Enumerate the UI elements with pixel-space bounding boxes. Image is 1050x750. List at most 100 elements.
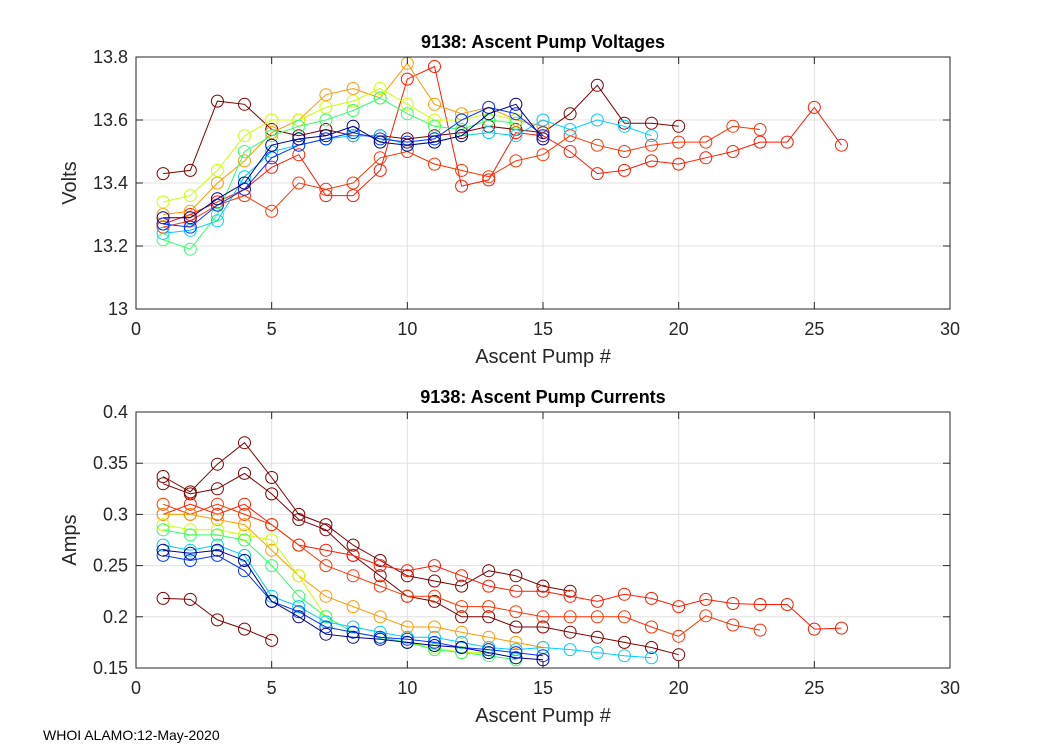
series-point: [156, 233, 170, 247]
series-point: [428, 60, 441, 73]
series-point: [482, 107, 496, 121]
series-point: [563, 643, 577, 657]
series-point: [428, 559, 441, 573]
series-point: [400, 589, 414, 603]
y-tick-label: 0.2: [103, 607, 128, 627]
series-point: [726, 145, 740, 158]
series-point: [455, 129, 469, 143]
series-line-cyan: [163, 544, 652, 659]
series-point: [699, 151, 713, 165]
series-point: [835, 138, 848, 152]
series-point: [400, 632, 414, 646]
series-point: [373, 632, 387, 646]
series-point: [156, 477, 170, 491]
series-point: [428, 589, 441, 603]
series-point: [672, 119, 686, 133]
series-point: [319, 610, 333, 624]
series-point: [238, 466, 251, 480]
series-point: [319, 543, 333, 557]
series-point: [292, 605, 306, 619]
series-point: [400, 569, 414, 583]
series-point: [373, 163, 387, 177]
series-point: [645, 129, 658, 143]
series-point: [210, 538, 224, 552]
series-point: [807, 100, 821, 114]
series-point: [319, 523, 333, 537]
series-point: [265, 533, 279, 547]
series-point: [590, 113, 604, 127]
series-point: [319, 129, 333, 143]
series-point: [319, 182, 333, 196]
y-tick-label: 0.4: [103, 402, 128, 422]
series-point: [509, 129, 523, 143]
series-point: [346, 129, 360, 143]
series-point: [156, 548, 170, 562]
series-point: [699, 592, 713, 606]
x-tick-label: 10: [397, 678, 417, 698]
series-point: [265, 151, 279, 165]
series-point: [346, 94, 360, 108]
series-point: [509, 643, 523, 657]
series-point: [346, 538, 360, 552]
series-point: [210, 94, 224, 108]
series-point: [617, 119, 631, 133]
series-point: [210, 528, 224, 542]
series-point: [617, 145, 631, 158]
x-tick-label: 10: [397, 319, 417, 339]
series-point: [563, 107, 577, 121]
series-point: [455, 600, 469, 614]
series-line-late-dark-blue: [163, 103, 544, 219]
series-point: [210, 457, 224, 471]
series-point: [238, 533, 251, 547]
series-point: [428, 119, 441, 133]
series-point: [210, 513, 224, 526]
y-tick-label: 0.3: [103, 504, 128, 524]
y-tick-label: 13.8: [93, 47, 128, 67]
series-point: [238, 154, 251, 168]
y-tick-label: 13: [108, 299, 128, 319]
series-point: [292, 600, 306, 614]
series-point: [156, 497, 170, 511]
series-point: [346, 569, 360, 583]
series-point: [156, 523, 170, 537]
series-point: [156, 538, 170, 552]
series-point: [183, 523, 197, 537]
series-point: [563, 145, 577, 158]
series-point: [373, 151, 387, 165]
series-point: [210, 523, 224, 537]
series-point: [238, 497, 251, 511]
series-point: [292, 610, 306, 624]
series-point: [563, 123, 577, 136]
series-point: [617, 163, 631, 177]
x-tick-label: 25: [804, 319, 824, 339]
series-point: [780, 135, 794, 149]
series-point: [509, 154, 523, 168]
series-point: [319, 132, 333, 146]
series-point: [373, 82, 387, 95]
series-point: [482, 643, 496, 657]
series-point: [292, 538, 306, 552]
series-point: [509, 605, 523, 619]
x-tick-label: 20: [669, 678, 689, 698]
series-point: [319, 620, 333, 634]
series-point: [238, 622, 251, 636]
current-series-group: [156, 436, 848, 667]
series-point: [699, 609, 713, 623]
series-point: [373, 91, 387, 105]
series-point: [373, 579, 387, 593]
series-point: [156, 195, 170, 209]
series-point: [753, 123, 767, 136]
x-tick-label: 5: [267, 319, 277, 339]
series-point: [400, 138, 414, 152]
series-point: [183, 546, 197, 560]
series-point: [428, 135, 441, 149]
y-tick-label: 0.15: [93, 658, 128, 678]
series-point: [726, 597, 740, 610]
series-point: [238, 97, 251, 111]
series-point: [482, 579, 496, 593]
series-point: [265, 594, 279, 608]
series-point: [238, 554, 251, 567]
series-point: [265, 113, 279, 127]
series-point: [265, 138, 279, 152]
